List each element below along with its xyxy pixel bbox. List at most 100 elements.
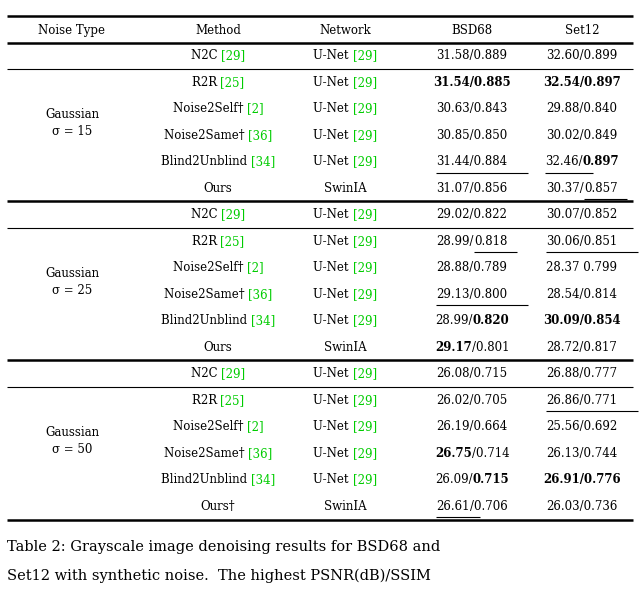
Text: 26.02/0.705: 26.02/0.705 [436, 394, 508, 407]
Text: U-Net: U-Net [314, 367, 353, 380]
Text: [25]: [25] [220, 76, 244, 89]
Text: 26.03/0.736: 26.03/0.736 [547, 500, 618, 513]
Text: U-Net: U-Net [314, 394, 353, 407]
Text: 26.75: 26.75 [435, 447, 472, 460]
Text: [2]: [2] [247, 420, 264, 433]
Text: σ = 15: σ = 15 [52, 125, 92, 138]
Text: [36]: [36] [248, 288, 272, 301]
Text: Gaussian: Gaussian [45, 427, 99, 440]
Text: 28.99/: 28.99/ [435, 314, 472, 327]
Text: 31.54/0.885: 31.54/0.885 [433, 76, 511, 89]
Text: σ = 50: σ = 50 [52, 443, 92, 456]
Text: [2]: [2] [247, 102, 264, 115]
Text: 26.61: 26.61 [436, 500, 470, 513]
Text: 30.37/: 30.37/ [547, 182, 584, 195]
Text: U-Net: U-Net [314, 261, 353, 274]
Text: N2C: N2C [191, 208, 221, 221]
Text: 31.58/0.889: 31.58/0.889 [436, 49, 508, 62]
Text: 32.54/0.897: 32.54/0.897 [543, 76, 621, 89]
Text: [29]: [29] [221, 367, 245, 380]
Text: σ = 25: σ = 25 [52, 284, 92, 297]
Text: Ours: Ours [204, 341, 232, 354]
Text: 30.85/0.850: 30.85/0.850 [436, 129, 508, 142]
Text: [25]: [25] [220, 394, 244, 407]
Text: [29]: [29] [353, 261, 377, 274]
Text: Noise2Self†: Noise2Self† [173, 420, 247, 433]
Text: 26.19/0.664: 26.19/0.664 [436, 420, 508, 433]
Text: Network: Network [319, 24, 371, 37]
Text: 31.44/0.884: 31.44/0.884 [436, 155, 508, 168]
Text: SwinIA: SwinIA [324, 182, 366, 195]
Text: 26.09/: 26.09/ [435, 473, 472, 486]
Text: [29]: [29] [353, 129, 377, 142]
Text: [29]: [29] [353, 420, 377, 433]
Text: 30.07/0.852: 30.07/0.852 [547, 208, 618, 221]
Text: Gaussian: Gaussian [45, 268, 99, 281]
Text: [36]: [36] [248, 447, 272, 460]
Text: Ours: Ours [204, 182, 232, 195]
Text: Noise2Same†: Noise2Same† [164, 447, 248, 460]
Text: [29]: [29] [353, 367, 377, 380]
Text: 28.99/: 28.99/ [436, 235, 474, 248]
Text: /0.706: /0.706 [470, 500, 508, 513]
Text: Blind2Unblind: Blind2Unblind [161, 314, 251, 327]
Text: U-Net: U-Net [314, 129, 353, 142]
Text: Ours†: Ours† [201, 500, 236, 513]
Text: [29]: [29] [353, 447, 377, 460]
Text: 32.46/: 32.46/ [545, 155, 582, 168]
Text: 26.13/0.744: 26.13/0.744 [547, 447, 618, 460]
Text: Method: Method [195, 24, 241, 37]
Text: U-Net: U-Net [314, 102, 353, 115]
Text: 31.07/0.856: 31.07/0.856 [436, 182, 508, 195]
Text: [29]: [29] [353, 208, 377, 221]
Text: Table 2: Grayscale image denoising results for BSD68 and: Table 2: Grayscale image denoising resul… [7, 541, 440, 554]
Text: U-Net: U-Net [314, 420, 353, 433]
Text: 28.54/0.814: 28.54/0.814 [547, 288, 618, 301]
Text: U-Net: U-Net [314, 49, 353, 62]
Text: U-Net: U-Net [314, 447, 353, 460]
Text: 29.88/0.840: 29.88/0.840 [547, 102, 618, 115]
Text: 28.88/0.789: 28.88/0.789 [436, 261, 508, 274]
Text: [29]: [29] [353, 394, 377, 407]
Text: Blind2Unblind: Blind2Unblind [161, 155, 251, 168]
Text: [25]: [25] [220, 235, 244, 248]
Text: [29]: [29] [353, 288, 377, 301]
Text: [29]: [29] [353, 76, 377, 89]
Text: BSD68: BSD68 [451, 24, 493, 37]
Text: U-Net: U-Net [314, 76, 353, 89]
Text: 25.56/0.692: 25.56/0.692 [547, 420, 618, 433]
Text: U-Net: U-Net [314, 235, 353, 248]
Text: 0.715: 0.715 [472, 473, 509, 486]
Text: 30.63/0.843: 30.63/0.843 [436, 102, 508, 115]
Text: 28.37 0.799: 28.37 0.799 [547, 261, 618, 274]
Text: /0.801: /0.801 [472, 341, 509, 354]
Text: 0.820: 0.820 [472, 314, 509, 327]
Text: 26.86/0.771: 26.86/0.771 [547, 394, 618, 407]
Text: /0.714: /0.714 [472, 447, 509, 460]
Text: Noise Type: Noise Type [38, 24, 106, 37]
Text: R2R: R2R [191, 76, 220, 89]
Text: 26.91/0.776: 26.91/0.776 [543, 473, 621, 486]
Text: [29]: [29] [353, 49, 377, 62]
Text: 32.60/0.899: 32.60/0.899 [547, 49, 618, 62]
Text: U-Net: U-Net [314, 208, 353, 221]
Text: [34]: [34] [251, 314, 275, 327]
Text: Gaussian: Gaussian [45, 109, 99, 122]
Text: Noise2Self†: Noise2Self† [173, 102, 247, 115]
Text: [2]: [2] [247, 261, 264, 274]
Text: 30.02/0.849: 30.02/0.849 [547, 129, 618, 142]
Text: 0.818: 0.818 [474, 235, 508, 248]
Text: U-Net: U-Net [314, 473, 353, 486]
Text: 29.17: 29.17 [435, 341, 472, 354]
Text: R2R: R2R [191, 394, 220, 407]
Text: SwinIA: SwinIA [324, 341, 366, 354]
Text: 30.09/0.854: 30.09/0.854 [543, 314, 621, 327]
Text: SwinIA: SwinIA [324, 500, 366, 513]
Text: Noise2Same†: Noise2Same† [164, 129, 248, 142]
Text: [29]: [29] [353, 473, 377, 486]
Text: Noise2Self†: Noise2Self† [173, 261, 247, 274]
Text: U-Net: U-Net [314, 314, 353, 327]
Text: 26.88/0.777: 26.88/0.777 [547, 367, 618, 380]
Text: 30.06/0.851: 30.06/0.851 [547, 235, 618, 248]
Text: 0.857: 0.857 [584, 182, 618, 195]
